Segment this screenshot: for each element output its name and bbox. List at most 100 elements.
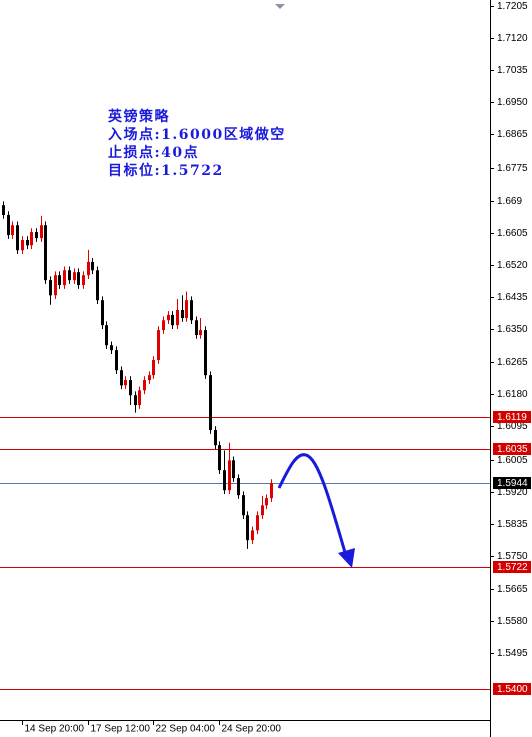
- annotation: 入场点:1.6000区域做空: [108, 126, 286, 143]
- candle-body: [204, 330, 207, 376]
- x-tick-label: 17 Sep 12:00: [91, 724, 151, 735]
- candle-body: [16, 225, 19, 251]
- candle-body: [256, 515, 259, 531]
- candle-body: [35, 232, 38, 239]
- candle-body: [115, 350, 118, 371]
- level-label-box: [493, 683, 531, 695]
- level-label: 1.5400: [497, 684, 528, 695]
- y-tick-label: 1.6520: [497, 260, 528, 271]
- candle-body: [223, 470, 226, 491]
- y-tick-label: 1.5750: [497, 551, 528, 562]
- candle-body: [228, 460, 231, 491]
- candle-body: [110, 345, 113, 351]
- candle-body: [246, 515, 249, 541]
- candle-body: [242, 495, 245, 516]
- y-tick-label: 1.6605: [497, 228, 528, 239]
- candle-body: [73, 272, 76, 281]
- candle-body: [2, 205, 5, 216]
- candle-body: [82, 275, 85, 286]
- candle-body: [21, 240, 24, 251]
- arrow-head: [338, 548, 355, 568]
- y-tick-label: 1.5495: [497, 648, 528, 659]
- candle-body: [129, 380, 132, 396]
- level-label: 1.5722: [497, 562, 528, 573]
- y-tick-label: 1.7035: [497, 65, 528, 76]
- y-tick-label: 1.6865: [497, 129, 528, 140]
- y-tick-label: 1.6180: [497, 389, 528, 400]
- candle-body: [214, 430, 217, 446]
- candle-body: [190, 300, 193, 321]
- y-tick-label: 1.6265: [497, 357, 528, 368]
- candle-body: [77, 272, 80, 286]
- y-tick-label: 1.5920: [497, 487, 528, 498]
- arrow-curve: [277, 453, 348, 557]
- plot-area: [0, 201, 490, 690]
- x-tick-label: 22 Sep 04:00: [156, 724, 216, 735]
- candle-body: [49, 280, 52, 296]
- annotation: 目标位:1.5722: [108, 162, 224, 179]
- candle-body: [152, 360, 155, 376]
- candle-body: [30, 232, 33, 246]
- level-label-box: [493, 411, 531, 423]
- forecast-arrow: [277, 453, 355, 568]
- y-tick-label: 1.6775: [497, 163, 528, 174]
- candle-body: [176, 310, 179, 326]
- candle-body: [138, 390, 141, 406]
- candle-body: [148, 375, 151, 381]
- level-label-box: [493, 477, 531, 489]
- annotation: 英镑策略: [107, 108, 170, 125]
- level-label-box: [493, 443, 531, 455]
- candle-body: [251, 530, 254, 541]
- annotation: 止损点:40点: [108, 144, 199, 161]
- candle-body: [261, 505, 264, 516]
- candle-body: [167, 314, 170, 321]
- candle-body: [270, 483, 273, 499]
- candle-body: [162, 320, 165, 331]
- candle-body: [181, 310, 184, 318]
- y-tick-label: 1.6095: [497, 421, 528, 432]
- candle-body: [7, 215, 10, 236]
- candle-body: [218, 445, 221, 471]
- candle-body: [232, 460, 235, 479]
- candle-body: [87, 261, 90, 276]
- candle-body: [157, 330, 160, 360]
- candle-body: [185, 300, 188, 318]
- candle-body: [124, 380, 127, 386]
- candle-body: [54, 275, 57, 296]
- candle-body: [96, 270, 99, 301]
- y-tick-label: 1.5835: [497, 519, 528, 530]
- y-tick-label: 1.7205: [497, 1, 528, 12]
- candle-body: [63, 270, 66, 286]
- y-tick-label: 1.5665: [497, 584, 528, 595]
- y-tick-label: 1.5580: [497, 616, 528, 627]
- candle-body: [40, 225, 43, 239]
- level-label: 1.6035: [497, 444, 528, 455]
- candle-body: [209, 375, 212, 431]
- candle-body: [134, 395, 137, 406]
- y-tick-label: 1.669: [497, 196, 522, 207]
- candle-body: [11, 225, 14, 236]
- x-tick-label: 14 Sep 20:00: [25, 724, 85, 735]
- level-label: 1.5944: [497, 478, 528, 489]
- y-tick-label: 1.6005: [497, 455, 528, 466]
- candle-body: [195, 320, 198, 336]
- candle-body: [120, 370, 123, 386]
- candle-body: [199, 330, 202, 336]
- candle-body: [143, 380, 146, 391]
- x-tick-label: 24 Sep 20:00: [222, 724, 282, 735]
- candle-body: [58, 275, 61, 286]
- level-label-box: [493, 561, 531, 573]
- candle-body: [237, 478, 240, 496]
- y-tick-label: 1.6950: [497, 97, 528, 108]
- y-tick-label: 1.7120: [497, 33, 528, 44]
- candle-body: [101, 300, 104, 326]
- level-label: 1.6119: [497, 412, 527, 423]
- candle-body: [68, 270, 71, 281]
- scroll-marker: [275, 4, 285, 9]
- y-tick-label: 1.6435: [497, 292, 528, 303]
- candle-body: [171, 314, 174, 326]
- y-tick-label: 1.6350: [497, 324, 528, 335]
- candle-body: [91, 261, 94, 271]
